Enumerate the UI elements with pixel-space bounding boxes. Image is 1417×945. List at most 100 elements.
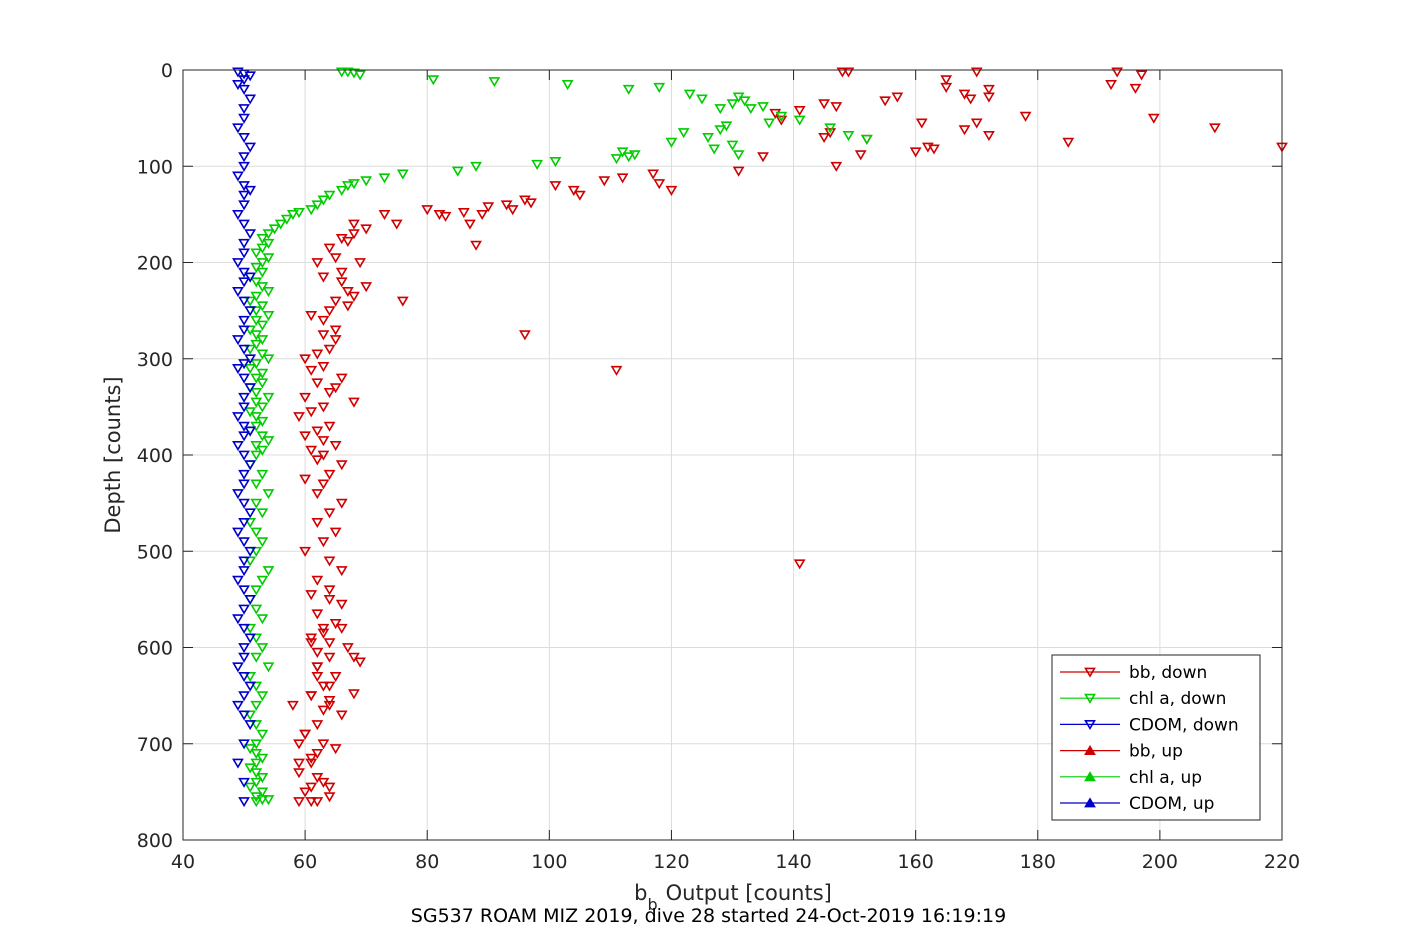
data-point <box>317 330 330 341</box>
data-point <box>891 92 904 103</box>
data-point <box>329 253 342 264</box>
data-point <box>238 556 250 567</box>
data-point <box>335 623 348 634</box>
data-point <box>1135 70 1148 81</box>
data-point <box>836 67 849 78</box>
x-axis-label-subscript: b <box>647 895 657 914</box>
data-point <box>244 354 257 365</box>
data-point <box>305 407 318 418</box>
x-tick-label: 120 <box>653 851 689 873</box>
data-point <box>323 585 336 596</box>
legend-label: chl a, down <box>1129 689 1226 709</box>
data-point <box>311 773 324 784</box>
data-point <box>323 190 336 201</box>
data-point <box>335 460 348 471</box>
series-bb-down <box>287 67 1288 808</box>
data-point <box>775 111 788 122</box>
data-point <box>714 125 727 136</box>
data-point <box>726 140 739 151</box>
data-point <box>250 330 263 341</box>
data-point <box>323 681 336 692</box>
data-point <box>335 373 348 384</box>
data-point <box>830 161 843 172</box>
data-point <box>824 128 837 139</box>
chart-caption: SG537 ROAM MIZ 2019, dive 28 started 24-… <box>410 905 1007 927</box>
data-point <box>256 643 269 654</box>
data-point <box>1019 111 1032 122</box>
data-point <box>983 131 995 142</box>
data-point <box>696 94 708 105</box>
y-tick-label: 400 <box>137 445 173 467</box>
data-point <box>683 89 696 100</box>
legend-marker <box>1084 719 1096 731</box>
data-point <box>287 700 299 711</box>
data-point <box>256 614 269 625</box>
data-point <box>232 614 244 625</box>
x-axis-label-rest: Output [counts] <box>666 881 832 905</box>
y-tick-label: 500 <box>137 541 173 563</box>
data-point <box>250 768 263 779</box>
data-point <box>323 306 336 317</box>
data-point <box>1147 113 1160 124</box>
data-point <box>244 325 257 336</box>
data-point <box>238 84 250 95</box>
data-point <box>842 131 855 142</box>
data-point <box>311 258 324 269</box>
data-point <box>256 320 269 331</box>
data-point <box>305 638 318 649</box>
data-point <box>818 99 830 110</box>
data-point <box>335 566 348 577</box>
y-tick-label: 0 <box>161 60 173 82</box>
data-point <box>323 782 336 793</box>
legend-box <box>1051 654 1261 821</box>
data-point <box>244 94 257 105</box>
data-point <box>323 243 336 254</box>
data-point <box>299 729 312 740</box>
data-point <box>274 219 287 230</box>
data-point <box>238 373 250 384</box>
data-point <box>244 782 257 793</box>
x-tick-label: 140 <box>775 851 811 873</box>
legend-entry: chl a, up <box>1060 768 1202 788</box>
data-point <box>317 362 330 373</box>
data-point <box>482 202 495 213</box>
data-point <box>305 205 318 216</box>
data-point <box>262 566 275 577</box>
data-point <box>323 469 336 480</box>
data-point <box>250 720 263 731</box>
data-point <box>378 173 391 184</box>
y-tick-label: 100 <box>137 156 173 178</box>
data-point <box>818 132 830 144</box>
data-point <box>793 559 806 570</box>
data-point <box>256 335 269 346</box>
data-point <box>238 113 250 124</box>
data-point <box>928 144 940 155</box>
data-point <box>256 416 269 427</box>
data-point <box>329 744 342 755</box>
data-point <box>250 412 263 423</box>
data-point <box>238 585 250 596</box>
data-point <box>354 70 366 81</box>
data-point <box>665 185 678 196</box>
data-point <box>250 359 263 370</box>
data-point <box>238 325 250 336</box>
data-point <box>317 628 330 639</box>
data-point <box>354 657 366 668</box>
x-tick-label: 180 <box>1020 851 1056 873</box>
data-marks <box>232 67 1288 808</box>
data-point <box>323 344 336 355</box>
data-point <box>256 301 269 312</box>
data-point <box>244 763 257 774</box>
legend-marker <box>1084 771 1096 782</box>
data-point <box>323 652 336 663</box>
data-point <box>470 240 482 251</box>
data-point <box>250 421 263 432</box>
data-point <box>250 777 263 788</box>
data-point <box>470 161 482 172</box>
data-point <box>299 546 312 557</box>
data-point <box>256 508 269 519</box>
data-point <box>250 604 263 615</box>
data-point <box>317 195 330 206</box>
data-point <box>244 142 257 153</box>
data-point <box>238 623 250 634</box>
